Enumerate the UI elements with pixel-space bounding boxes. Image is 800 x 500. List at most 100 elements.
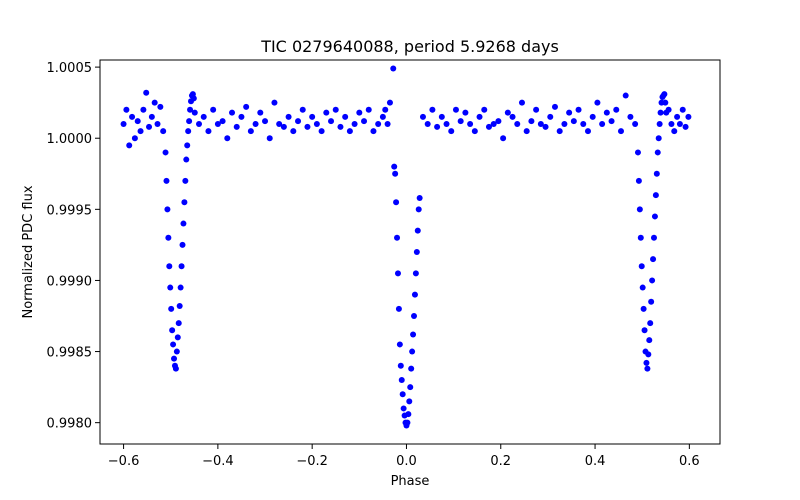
data-point bbox=[674, 113, 681, 120]
data-point bbox=[533, 106, 540, 113]
data-point bbox=[452, 106, 459, 113]
data-point bbox=[652, 192, 659, 199]
data-point bbox=[537, 121, 544, 127]
data-point bbox=[404, 419, 411, 426]
data-point bbox=[131, 135, 138, 142]
x-axis: −0.6 −0.4 −0.2 0.0 0.2 0.4 0.6 bbox=[108, 444, 700, 469]
data-point bbox=[166, 263, 173, 270]
data-point bbox=[120, 121, 127, 127]
data-point bbox=[146, 123, 153, 130]
data-point bbox=[299, 106, 306, 113]
data-point bbox=[603, 109, 610, 116]
data-point bbox=[495, 118, 502, 125]
x-tick-label: −0.4 bbox=[202, 454, 234, 469]
x-tick-label: 0.2 bbox=[490, 454, 511, 469]
data-point bbox=[406, 398, 413, 405]
data-point bbox=[637, 234, 644, 241]
data-point bbox=[547, 113, 554, 120]
data-point bbox=[224, 135, 231, 142]
data-point bbox=[655, 135, 662, 142]
data-point bbox=[219, 118, 226, 125]
data-point bbox=[271, 99, 278, 106]
data-points bbox=[120, 65, 692, 429]
data-point bbox=[523, 128, 530, 135]
data-point bbox=[140, 106, 147, 113]
data-point bbox=[400, 405, 407, 412]
data-point bbox=[179, 241, 186, 248]
data-point bbox=[346, 128, 353, 135]
y-axis: 0.9980 0.9985 0.9990 0.9995 1.0000 1.0005 bbox=[47, 61, 100, 432]
data-point bbox=[580, 121, 587, 127]
data-point bbox=[414, 227, 421, 234]
data-point bbox=[644, 365, 651, 372]
data-point bbox=[649, 277, 656, 284]
data-point bbox=[210, 106, 217, 113]
data-point bbox=[657, 109, 664, 116]
data-point bbox=[500, 135, 507, 142]
data-point bbox=[551, 103, 558, 110]
data-point bbox=[151, 99, 158, 106]
data-point bbox=[671, 128, 678, 135]
data-point bbox=[173, 348, 180, 355]
data-point bbox=[638, 263, 645, 270]
data-point bbox=[409, 348, 416, 355]
data-point bbox=[429, 106, 436, 113]
data-point bbox=[370, 128, 377, 135]
data-point bbox=[509, 113, 516, 120]
data-point bbox=[238, 113, 245, 120]
data-point bbox=[650, 256, 657, 263]
data-point bbox=[566, 109, 573, 116]
data-point bbox=[171, 355, 178, 362]
data-point bbox=[397, 362, 404, 369]
data-point bbox=[462, 109, 469, 116]
data-point bbox=[457, 118, 464, 125]
data-point bbox=[126, 142, 133, 149]
data-point bbox=[410, 331, 417, 338]
data-point bbox=[679, 106, 686, 113]
data-point bbox=[176, 303, 183, 310]
data-point bbox=[148, 113, 155, 120]
data-point bbox=[584, 128, 591, 135]
data-point bbox=[172, 365, 179, 372]
data-point bbox=[476, 113, 483, 120]
data-point bbox=[651, 213, 658, 220]
data-point bbox=[379, 113, 386, 120]
data-point bbox=[411, 313, 418, 319]
data-point bbox=[252, 121, 259, 127]
data-point bbox=[356, 109, 363, 116]
data-point bbox=[266, 135, 273, 142]
data-point bbox=[396, 341, 403, 348]
data-point bbox=[617, 128, 624, 135]
data-point bbox=[661, 91, 668, 98]
data-point bbox=[332, 106, 339, 113]
data-point bbox=[682, 123, 689, 130]
data-point bbox=[164, 206, 171, 213]
chart-title: TIC 0279640088, period 5.9268 days bbox=[260, 37, 559, 56]
data-point bbox=[528, 118, 535, 125]
data-point bbox=[177, 284, 184, 291]
data-point bbox=[635, 177, 642, 184]
data-point bbox=[570, 118, 577, 125]
data-point bbox=[485, 123, 492, 130]
data-point bbox=[398, 377, 405, 383]
data-point bbox=[375, 121, 382, 127]
data-point bbox=[518, 99, 525, 106]
data-point bbox=[685, 113, 692, 120]
data-point bbox=[438, 113, 445, 120]
data-point bbox=[143, 89, 150, 96]
data-point bbox=[643, 359, 650, 366]
x-tick-label: −0.6 bbox=[108, 454, 140, 469]
data-point bbox=[514, 121, 521, 127]
data-point bbox=[654, 149, 661, 156]
data-point bbox=[407, 384, 414, 391]
data-point bbox=[556, 128, 563, 135]
data-point bbox=[408, 365, 415, 372]
y-axis-label: Normalized PDC flux bbox=[21, 185, 36, 318]
data-point bbox=[229, 109, 236, 116]
data-point bbox=[419, 113, 426, 120]
data-point bbox=[622, 92, 629, 99]
data-point bbox=[394, 270, 401, 277]
data-point bbox=[390, 65, 397, 72]
data-point bbox=[415, 206, 422, 213]
data-point bbox=[645, 351, 652, 358]
